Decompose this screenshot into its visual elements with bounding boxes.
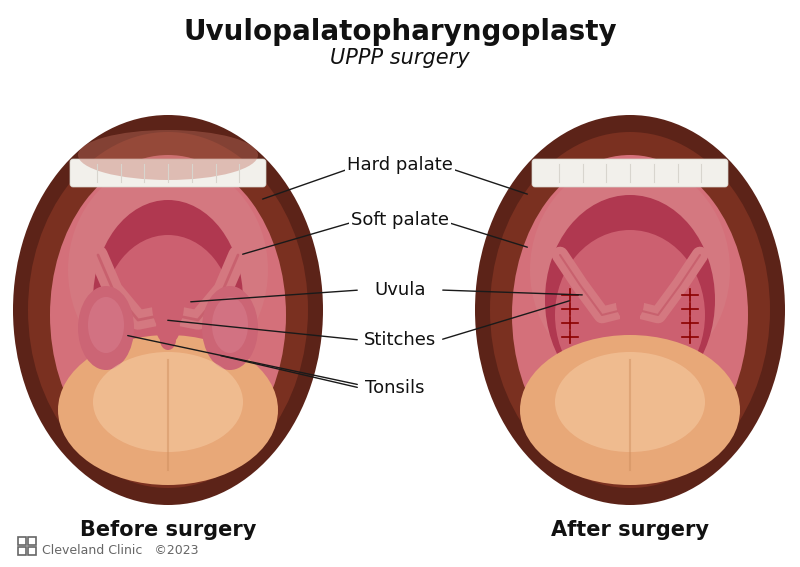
Text: Uvulopalatopharyngoplasty: Uvulopalatopharyngoplasty — [183, 18, 617, 46]
Bar — [28, 537, 36, 545]
Ellipse shape — [58, 335, 278, 485]
Ellipse shape — [88, 297, 124, 353]
Text: Stitches: Stitches — [364, 331, 436, 349]
Ellipse shape — [475, 115, 785, 505]
Text: Hard palate: Hard palate — [347, 156, 453, 174]
FancyBboxPatch shape — [70, 159, 266, 187]
Ellipse shape — [520, 335, 740, 485]
Ellipse shape — [212, 297, 248, 353]
Ellipse shape — [555, 352, 705, 452]
Ellipse shape — [28, 132, 308, 488]
FancyBboxPatch shape — [532, 159, 728, 187]
Bar — [28, 547, 36, 555]
Bar — [18, 547, 26, 555]
FancyBboxPatch shape — [85, 435, 251, 459]
Ellipse shape — [620, 304, 640, 332]
Text: Cleveland Clinic   ©2023: Cleveland Clinic ©2023 — [42, 544, 198, 557]
Text: Tonsils: Tonsils — [366, 379, 425, 397]
Ellipse shape — [152, 277, 184, 333]
Ellipse shape — [68, 160, 268, 380]
Ellipse shape — [160, 330, 176, 350]
Ellipse shape — [13, 115, 323, 505]
Text: UPPP surgery: UPPP surgery — [330, 48, 470, 68]
Text: Soft palate: Soft palate — [351, 211, 449, 229]
Ellipse shape — [616, 282, 644, 322]
Text: Uvula: Uvula — [374, 281, 426, 299]
Ellipse shape — [78, 130, 258, 180]
Ellipse shape — [202, 286, 258, 370]
Ellipse shape — [93, 352, 243, 452]
Ellipse shape — [156, 312, 180, 344]
Ellipse shape — [555, 230, 705, 400]
Text: Before surgery: Before surgery — [80, 520, 256, 540]
Ellipse shape — [530, 160, 730, 380]
Ellipse shape — [512, 155, 748, 475]
Ellipse shape — [93, 200, 243, 400]
Ellipse shape — [103, 235, 233, 395]
Ellipse shape — [545, 195, 715, 405]
Bar — [18, 537, 26, 545]
Ellipse shape — [490, 132, 770, 488]
Text: After surgery: After surgery — [551, 520, 709, 540]
Ellipse shape — [50, 155, 286, 475]
FancyBboxPatch shape — [547, 435, 713, 459]
Ellipse shape — [78, 286, 134, 370]
